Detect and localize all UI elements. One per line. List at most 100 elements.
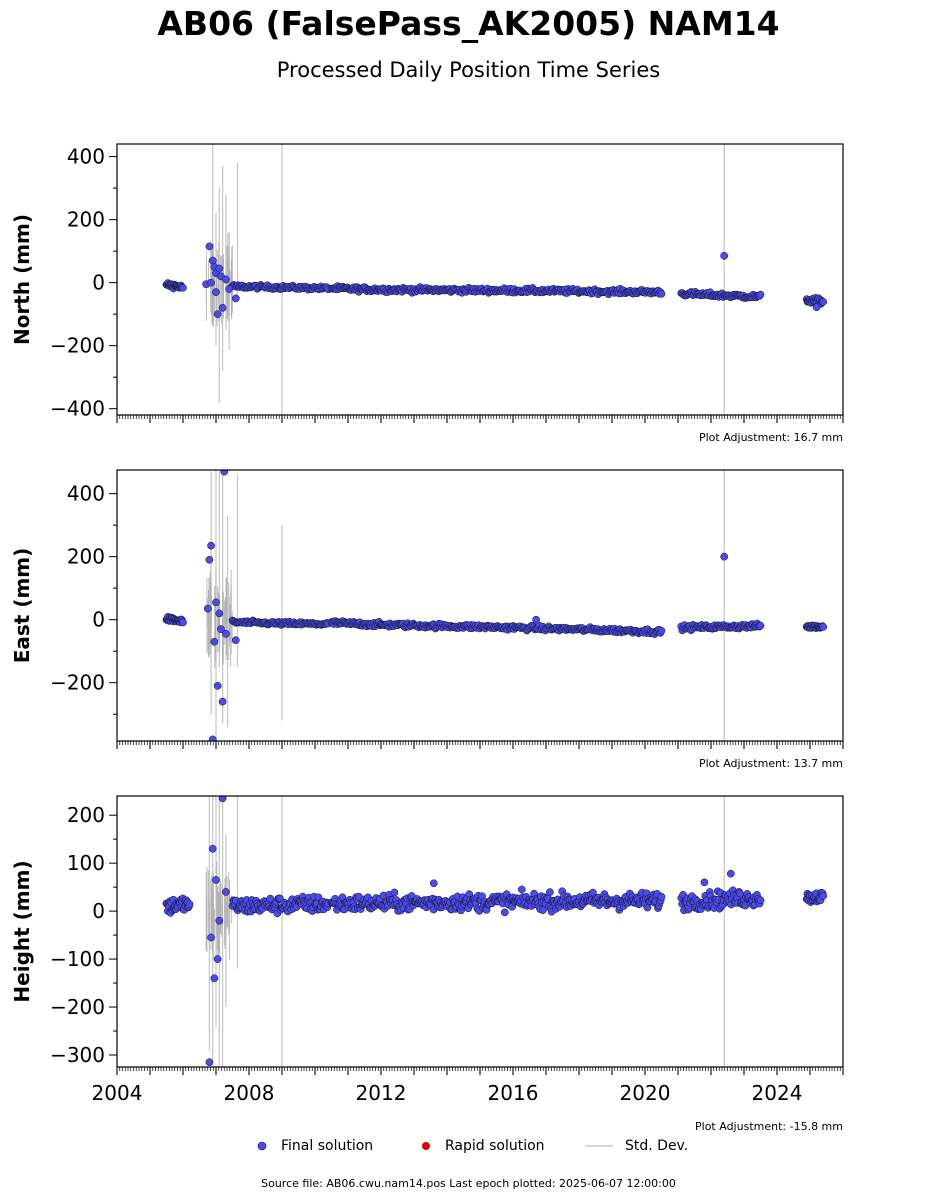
plot-adjustment-note: Plot Adjustment: 13.7 mm (699, 757, 843, 770)
final-solution-point (819, 892, 828, 900)
final-solution-point (231, 294, 240, 303)
final-solution-point (390, 888, 399, 897)
y-tick-label: 200 (67, 803, 105, 827)
plot-area (162, 470, 828, 741)
y-tick-label: 400 (67, 145, 105, 169)
y-tick-label: −300 (50, 1043, 105, 1067)
legend-final-marker (257, 1141, 267, 1151)
final-solution-point (266, 894, 275, 903)
legend-rapid-marker (422, 1142, 430, 1150)
final-solution-point (213, 682, 222, 690)
final-solution-point (179, 283, 187, 292)
final-solution-point (218, 796, 227, 803)
final-solution-point (819, 298, 828, 306)
height-panel: −300 −200 −100 0 100 200 2004 2008 2012 2016 2020 2… (10, 795, 844, 1133)
final-solution-point (225, 285, 234, 293)
final-solution-point (208, 735, 217, 741)
final-solution-point (736, 889, 744, 898)
final-solution-point (215, 264, 224, 273)
y-axis-label: North (mm) (10, 214, 34, 345)
footer-source: Source file: AB06.cwu.nam14.pos Last epo… (261, 1177, 676, 1190)
final-solution-point (185, 900, 194, 909)
y-tick-label: −100 (50, 947, 105, 971)
y-axis-label: Height (mm) (10, 860, 34, 1002)
legend-item-final: Final solution (257, 1138, 373, 1154)
final-solution-point (179, 618, 187, 627)
final-solution-point (212, 288, 220, 296)
x-tick-label: 2020 (620, 1081, 671, 1105)
y-tick-label: 400 (67, 482, 105, 506)
final-solution-point (215, 609, 224, 618)
y-tick-label: −200 (50, 334, 105, 358)
y-tick-label: −400 (50, 397, 105, 421)
y-axis-label: East (mm) (10, 548, 34, 664)
final-solution-point (812, 303, 821, 312)
final-solution-point (218, 304, 227, 312)
plot-adjustment-note: Plot Adjustment: -15.8 mm (695, 1120, 843, 1133)
final-solution-point (203, 604, 212, 613)
x-tick-label: 2024 (752, 1081, 803, 1105)
final-solution-point (222, 630, 230, 638)
final-solution-point (756, 290, 765, 299)
plot-area (162, 144, 828, 415)
final-solution-point (500, 908, 509, 917)
final-solution-point (222, 888, 230, 896)
legend-final-label: Final solution (281, 1138, 374, 1154)
final-solution-point (205, 555, 214, 564)
y-tick-label: 200 (67, 208, 105, 232)
legend-item-rapid: Rapid solution (421, 1138, 545, 1154)
final-solution-point (208, 256, 217, 265)
east-panel: −200 0 200 400 East (mm) Plot Adjustment: 13.… (10, 469, 844, 770)
final-solution-point (657, 289, 666, 298)
legend-rapid-label: Rapid solution (445, 1138, 545, 1154)
x-tick-label: 2016 (488, 1081, 539, 1105)
final-solution-point (231, 636, 240, 645)
final-solution-point (726, 869, 735, 878)
y-tick-label: −200 (50, 995, 105, 1019)
legend-std-marker (585, 1145, 613, 1147)
plot-area (162, 796, 828, 1067)
y-tick-label: 200 (67, 545, 105, 569)
legend-std-label: Std. Dev. (625, 1138, 689, 1154)
final-solution-point (756, 621, 765, 630)
final-solution-point (210, 637, 219, 646)
final-solution-point (429, 879, 438, 888)
final-solution-point (207, 933, 215, 942)
plot-adjustment-note: Plot Adjustment: 16.7 mm (699, 431, 843, 444)
final-solution-point (532, 615, 540, 624)
x-tick-label: 2004 (92, 1081, 143, 1105)
y-tick-label: 100 (67, 851, 105, 875)
final-solution-point (208, 844, 217, 853)
final-solution-point (207, 278, 215, 287)
y-tick-label: −200 (50, 671, 105, 695)
y-tick-label: 0 (92, 271, 105, 295)
y-tick-label: 0 (92, 899, 105, 923)
final-solution-point (539, 906, 547, 915)
final-solution-point (222, 275, 230, 284)
final-solution-point (819, 623, 828, 631)
final-solution-point (213, 310, 222, 319)
final-solution-point (205, 1058, 214, 1067)
final-solution-point (546, 888, 554, 896)
final-solution-point (720, 552, 729, 561)
final-solution-point (720, 252, 729, 260)
final-solution-point (700, 878, 709, 887)
final-solution-point (220, 470, 229, 476)
final-solution-point (217, 625, 225, 633)
final-solution-point (756, 896, 765, 904)
final-solution-point (215, 916, 224, 925)
x-tick-label: 2012 (356, 1081, 407, 1105)
north-panel: −400 −200 0 200 400 North (mm) Plot Adjustment… (10, 143, 844, 444)
chart-title: AB06 (FalsePass_AK2005) NAM14 (157, 4, 780, 43)
final-solution-point (657, 892, 666, 901)
final-solution-point (205, 242, 214, 251)
legend-item-std: Std. Dev. (585, 1138, 688, 1154)
final-solution-point (212, 876, 220, 884)
final-solution-point (589, 888, 597, 897)
final-solution-point (213, 955, 222, 963)
y-tick-label: 0 (92, 608, 105, 632)
final-solution-point (212, 598, 220, 607)
final-solution-point (210, 974, 219, 983)
